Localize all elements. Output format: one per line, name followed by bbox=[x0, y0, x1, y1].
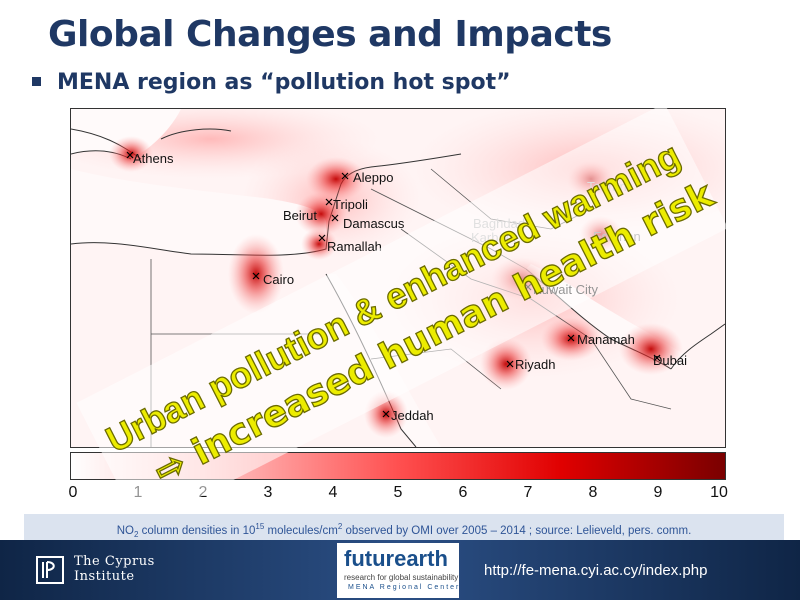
city-label-aleppo: Aleppo bbox=[353, 170, 394, 185]
colorbar-tick: 8 bbox=[588, 484, 598, 501]
city-label-athens: Athens bbox=[133, 151, 174, 166]
futurearth-tagline: research for global sustainability bbox=[344, 573, 459, 582]
caption-superscript-exponent: 15 bbox=[255, 522, 265, 531]
city-label-karbala: Karbala bbox=[471, 230, 516, 245]
city-label-jeddah: Jeddah bbox=[391, 408, 434, 423]
city-label-tripoli: Tripoli bbox=[333, 197, 368, 212]
city-label-ramallah: Ramallah bbox=[327, 239, 382, 254]
futurearth-logo bbox=[337, 543, 459, 598]
figure-caption: NO2 column densities in 1015 molecules/c… bbox=[24, 514, 784, 540]
city-label-esfahan: Esfahan bbox=[593, 229, 641, 244]
colorbar-tick: 6 bbox=[458, 484, 468, 501]
no2-map: Athens Aleppo Tripoli Beirut Damascus Ra… bbox=[70, 108, 726, 448]
cyi-line1: The Cyprus bbox=[74, 554, 155, 569]
city-label-kuwait-city: Kuwait City bbox=[533, 282, 599, 297]
city-label-manamah: Manamah bbox=[577, 332, 635, 347]
bullet-text: MENA region as “pollution hot spot” bbox=[57, 70, 511, 95]
footer-url-link[interactable]: http://fe-mena.cyi.ac.cy/index.php bbox=[484, 562, 708, 579]
city-label-baghdad: Baghdad bbox=[473, 216, 526, 231]
bullet-square-icon bbox=[32, 76, 41, 86]
caption-units: molecules/cm bbox=[264, 524, 338, 537]
colorbar-gradient bbox=[71, 453, 725, 479]
city-label-riyadh: Riyadh bbox=[515, 357, 556, 372]
caption-superscript-unit: 2 bbox=[337, 522, 343, 531]
colorbar-tick: 5 bbox=[393, 484, 403, 501]
city-label-cairo: Cairo bbox=[263, 272, 295, 287]
slide-title: Global Changes and Impacts bbox=[48, 14, 612, 55]
city-label-beirut: Beirut bbox=[283, 208, 317, 223]
colorbar-tick: 10 bbox=[710, 484, 728, 501]
city-label-dubai: Dubai bbox=[653, 353, 687, 368]
colorbar-tick: 4 bbox=[328, 484, 338, 501]
cyi-wordmark: The Cyprus Institute bbox=[74, 554, 155, 584]
colorbar-tick: 3 bbox=[263, 484, 273, 501]
caption-source: observed by OMI over 2005 – 2014 ; sourc… bbox=[342, 524, 692, 537]
colorbar-tick: 0 bbox=[68, 484, 78, 501]
caption-subscript: 2 bbox=[133, 530, 139, 540]
caption-prefix: NO bbox=[116, 524, 134, 537]
caption-mid: column densities in 10 bbox=[138, 524, 256, 537]
colorbar-tick: 2 bbox=[198, 484, 208, 501]
cyi-logo-icon bbox=[36, 556, 64, 584]
city-label-tehran: Tehran bbox=[587, 179, 627, 194]
futurearth-region: MENA Regional Center bbox=[348, 584, 461, 591]
futurearth-wordmark: futurearth bbox=[344, 546, 448, 571]
colorbar-tick: 7 bbox=[523, 484, 533, 501]
colorbar-tick: 1 bbox=[133, 484, 143, 501]
bullet-point: MENA region as “pollution hot spot” bbox=[32, 70, 511, 95]
colorbar-tick: 9 bbox=[653, 484, 663, 501]
colorbar bbox=[70, 452, 726, 480]
cyi-line2: Institute bbox=[74, 569, 135, 584]
city-label-damascus: Damascus bbox=[343, 216, 405, 231]
